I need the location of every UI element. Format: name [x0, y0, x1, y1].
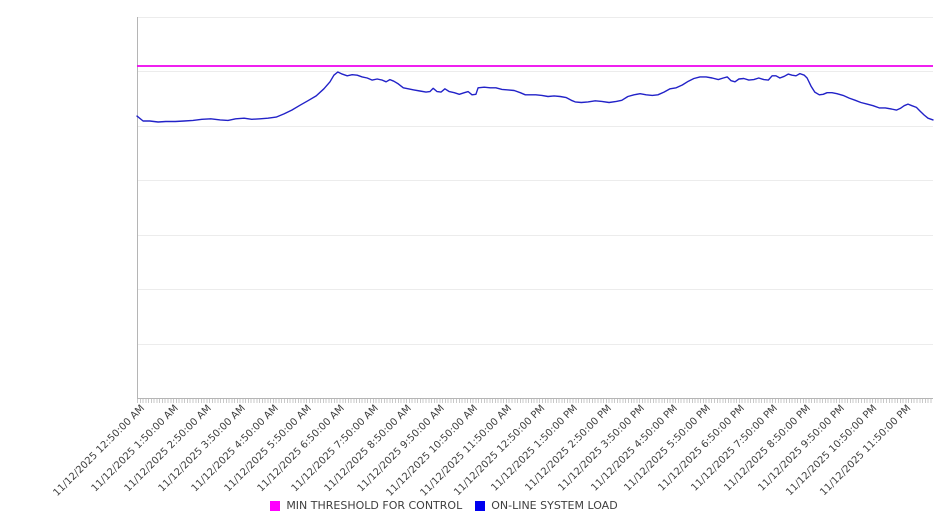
legend-item-system-load[interactable]: ON-LINE SYSTEM LOAD: [475, 499, 618, 512]
series-layer: [136, 65, 934, 123]
gridline: [137, 180, 933, 182]
gridline: [137, 343, 933, 345]
x-axis-tick-marks: [137, 399, 933, 403]
legend-swatch-magenta: [270, 500, 281, 511]
gridline: [137, 71, 933, 73]
online-system-load-line: [136, 71, 934, 123]
y-axis-line: [137, 17, 138, 399]
legend-item-min-threshold[interactable]: MIN THRESHOLD FOR CONTROL: [270, 499, 462, 512]
legend-label-min-threshold: MIN THRESHOLD FOR CONTROL: [286, 499, 463, 512]
legend-label-system-load: ON-LINE SYSTEM LOAD: [491, 499, 618, 512]
gridline: [137, 17, 933, 18]
gridline: [137, 234, 933, 236]
legend-swatch-blue: [475, 500, 486, 511]
x-axis-line: [137, 398, 933, 399]
gridline: [137, 289, 933, 291]
gridline: [137, 125, 933, 127]
legend: MIN THRESHOLD FOR CONTROL ON-LINE SYSTEM…: [0, 499, 917, 512]
